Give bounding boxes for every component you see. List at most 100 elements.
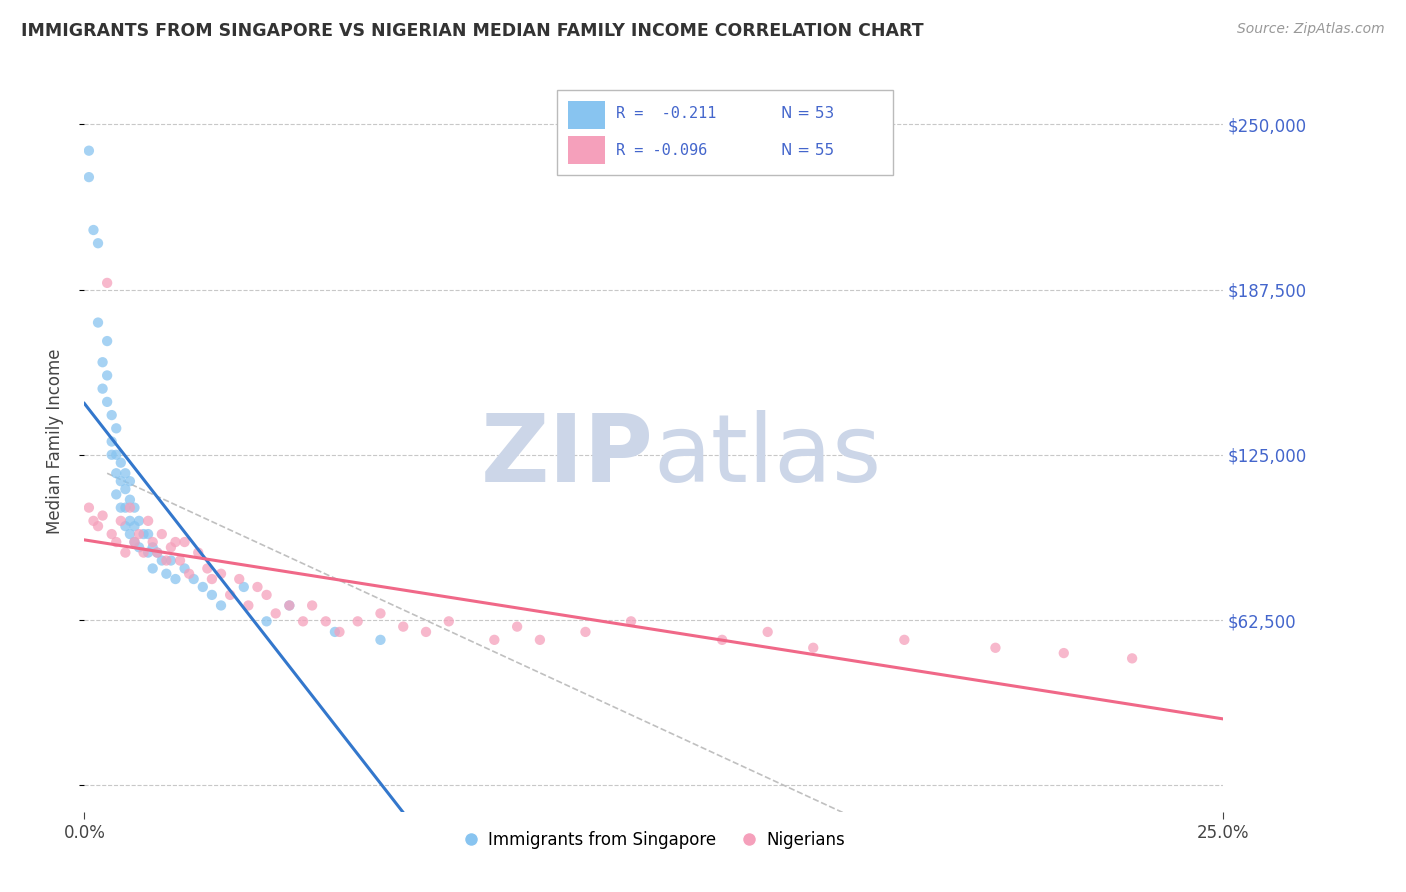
Point bbox=[118, 527, 141, 541]
Point bbox=[114, 500, 136, 515]
Point bbox=[711, 632, 734, 647]
Point bbox=[191, 580, 214, 594]
Point bbox=[105, 467, 128, 481]
Point bbox=[264, 607, 287, 621]
Point bbox=[132, 546, 155, 560]
Point bbox=[256, 588, 278, 602]
Point bbox=[77, 170, 100, 185]
Point bbox=[160, 553, 183, 567]
Text: atlas: atlas bbox=[654, 410, 882, 502]
Point bbox=[506, 620, 529, 634]
Point bbox=[437, 615, 460, 629]
Point bbox=[114, 467, 136, 481]
Point bbox=[984, 640, 1007, 655]
Point bbox=[346, 615, 368, 629]
Text: R =  -0.211: R = -0.211 bbox=[616, 106, 717, 121]
Point bbox=[195, 561, 218, 575]
Point bbox=[160, 541, 183, 555]
Point bbox=[328, 624, 350, 639]
Point bbox=[315, 615, 337, 629]
Point bbox=[118, 500, 141, 515]
Point bbox=[91, 355, 114, 369]
Point bbox=[118, 474, 141, 488]
Point bbox=[124, 519, 146, 533]
Point bbox=[118, 492, 141, 507]
Bar bbox=[568, 136, 605, 164]
Point bbox=[142, 535, 165, 549]
Point bbox=[209, 599, 232, 613]
Point bbox=[96, 368, 118, 383]
Point bbox=[301, 599, 323, 613]
Point bbox=[124, 535, 146, 549]
Point bbox=[87, 236, 110, 251]
Point bbox=[529, 632, 551, 647]
Point bbox=[183, 572, 205, 586]
Point bbox=[169, 553, 191, 567]
Y-axis label: Median Family Income: Median Family Income bbox=[45, 349, 63, 534]
Point bbox=[91, 508, 114, 523]
Point bbox=[136, 514, 159, 528]
Point bbox=[128, 527, 150, 541]
Point bbox=[87, 316, 110, 330]
Point bbox=[173, 535, 195, 549]
Point bbox=[173, 561, 195, 575]
Point bbox=[100, 408, 122, 422]
Point bbox=[114, 519, 136, 533]
Point bbox=[114, 546, 136, 560]
Point bbox=[105, 535, 128, 549]
Point bbox=[209, 566, 232, 581]
Point bbox=[620, 615, 643, 629]
Point bbox=[91, 382, 114, 396]
Point bbox=[118, 514, 141, 528]
Text: IMMIGRANTS FROM SINGAPORE VS NIGERIAN MEDIAN FAMILY INCOME CORRELATION CHART: IMMIGRANTS FROM SINGAPORE VS NIGERIAN ME… bbox=[21, 22, 924, 40]
Point bbox=[201, 588, 224, 602]
Point bbox=[77, 144, 100, 158]
Point bbox=[370, 607, 392, 621]
Point bbox=[278, 599, 301, 613]
Text: Source: ZipAtlas.com: Source: ZipAtlas.com bbox=[1237, 22, 1385, 37]
Point bbox=[100, 527, 122, 541]
Point bbox=[1121, 651, 1143, 665]
Point bbox=[801, 640, 824, 655]
Bar bbox=[568, 101, 605, 129]
Point bbox=[155, 553, 177, 567]
Point bbox=[201, 572, 224, 586]
Point bbox=[219, 588, 242, 602]
FancyBboxPatch shape bbox=[557, 90, 893, 175]
Point bbox=[756, 624, 779, 639]
Point bbox=[105, 487, 128, 501]
Point bbox=[105, 448, 128, 462]
Point bbox=[110, 456, 132, 470]
Point bbox=[165, 572, 187, 586]
Point bbox=[110, 514, 132, 528]
Point bbox=[77, 500, 100, 515]
Point bbox=[114, 482, 136, 496]
Text: ZIP: ZIP bbox=[481, 410, 654, 502]
Point bbox=[228, 572, 250, 586]
Point bbox=[136, 546, 159, 560]
Point bbox=[256, 615, 278, 629]
Point bbox=[1053, 646, 1076, 660]
Point bbox=[82, 223, 104, 237]
Point bbox=[87, 519, 110, 533]
Legend: Immigrants from Singapore, Nigerians: Immigrants from Singapore, Nigerians bbox=[456, 824, 852, 855]
Text: N = 53: N = 53 bbox=[782, 106, 835, 121]
Point bbox=[100, 448, 122, 462]
Text: N = 55: N = 55 bbox=[782, 143, 835, 158]
Point bbox=[238, 599, 260, 613]
Point bbox=[246, 580, 269, 594]
Point bbox=[179, 566, 201, 581]
Point bbox=[415, 624, 437, 639]
Point bbox=[96, 395, 118, 409]
Point bbox=[142, 541, 165, 555]
Point bbox=[124, 500, 146, 515]
Point bbox=[96, 276, 118, 290]
Point bbox=[893, 632, 915, 647]
Point bbox=[105, 421, 128, 435]
Point bbox=[128, 514, 150, 528]
Point bbox=[96, 334, 118, 348]
Point bbox=[292, 615, 315, 629]
Text: R = -0.096: R = -0.096 bbox=[616, 143, 707, 158]
Point bbox=[484, 632, 506, 647]
Point bbox=[146, 546, 169, 560]
